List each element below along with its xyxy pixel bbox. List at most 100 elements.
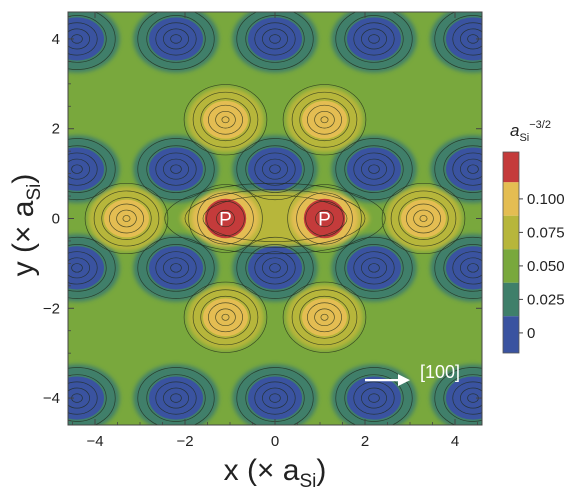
contour-line bbox=[368, 34, 380, 44]
contour-line bbox=[315, 209, 334, 228]
contour-line bbox=[413, 209, 434, 228]
blue-minimum bbox=[68, 246, 104, 290]
contour-line bbox=[68, 152, 98, 186]
contour-line bbox=[101, 197, 152, 240]
colorbar-band bbox=[503, 215, 519, 250]
x-tick-label: 0 bbox=[271, 433, 279, 450]
contour-line bbox=[269, 393, 281, 403]
contour-line bbox=[155, 152, 197, 186]
contour-line bbox=[146, 374, 206, 422]
contour-line bbox=[282, 84, 367, 156]
contour-line bbox=[170, 34, 182, 44]
blue-minimum bbox=[347, 376, 401, 420]
contour-line bbox=[254, 22, 296, 56]
direction-arrowhead bbox=[398, 374, 410, 387]
contour-line bbox=[170, 393, 182, 403]
contour-line bbox=[368, 393, 380, 403]
contour-line bbox=[163, 28, 189, 50]
contour-line bbox=[183, 281, 268, 353]
contour-line bbox=[299, 295, 350, 339]
colorbar-band bbox=[503, 282, 519, 317]
direction-label: [100] bbox=[420, 362, 460, 382]
blue-minimum bbox=[446, 147, 482, 191]
contour-line bbox=[344, 374, 404, 422]
colorbar-band bbox=[503, 316, 519, 353]
contour-line bbox=[184, 189, 366, 248]
colorbar-tick-label: 0 bbox=[527, 325, 535, 342]
contour-line bbox=[197, 192, 254, 245]
contour-line bbox=[353, 381, 395, 415]
contour-line bbox=[361, 387, 387, 409]
contour-line bbox=[320, 116, 329, 124]
contour-line bbox=[460, 257, 482, 279]
contour-line bbox=[109, 203, 144, 234]
blue-minimum bbox=[149, 246, 203, 290]
y-tick-label: 2 bbox=[52, 121, 60, 138]
contour-line bbox=[236, 138, 314, 201]
contour-line bbox=[305, 200, 344, 237]
contour-line bbox=[254, 152, 296, 186]
contour-line bbox=[353, 22, 395, 56]
contour-line bbox=[262, 158, 288, 180]
contour-line bbox=[353, 152, 395, 186]
contour-line bbox=[452, 251, 482, 285]
contour-line bbox=[460, 28, 482, 50]
contour-line bbox=[262, 257, 288, 279]
contour-line bbox=[245, 145, 305, 193]
donor-peak bbox=[204, 198, 247, 239]
contour-line bbox=[361, 158, 387, 180]
contour-line bbox=[335, 12, 413, 70]
contour-line bbox=[68, 381, 98, 415]
contour-line bbox=[93, 190, 160, 247]
blue-minimum bbox=[68, 147, 104, 191]
contour-line bbox=[307, 302, 342, 333]
contour-line bbox=[452, 381, 482, 415]
contour-line bbox=[254, 381, 296, 415]
contour-line bbox=[236, 12, 314, 70]
contour-line bbox=[307, 104, 342, 135]
contour-line bbox=[137, 236, 215, 299]
yellow-maximum bbox=[401, 199, 446, 238]
yellow-maximum bbox=[302, 100, 347, 139]
colorbar-band bbox=[503, 249, 519, 283]
contour-line bbox=[443, 374, 482, 422]
contour-line bbox=[116, 209, 137, 228]
contour-line bbox=[206, 200, 245, 237]
contour-line bbox=[68, 236, 116, 299]
contour-line bbox=[221, 116, 230, 124]
blue-minimum bbox=[446, 246, 482, 290]
contour-line bbox=[68, 138, 116, 201]
blue-minimum bbox=[446, 376, 482, 420]
blue-minimum bbox=[68, 17, 104, 61]
contour-line bbox=[68, 22, 98, 56]
contour-line bbox=[221, 313, 230, 321]
colorbar-tick-label: 0.050 bbox=[527, 258, 565, 275]
contour-line bbox=[335, 138, 413, 201]
contour-line bbox=[68, 374, 107, 422]
contour-line bbox=[192, 91, 259, 148]
yellow-maximum bbox=[302, 298, 347, 337]
contour-line bbox=[344, 15, 404, 63]
contour-line bbox=[269, 164, 281, 174]
colorbar-bands: 0 0.025 0.050 0.075 0.100 bbox=[502, 151, 565, 354]
blue-minimum bbox=[149, 147, 203, 191]
contour-line bbox=[122, 215, 131, 222]
contour-line bbox=[291, 289, 358, 346]
contour-line bbox=[155, 22, 197, 56]
contour-line bbox=[137, 12, 215, 70]
contour-line bbox=[282, 281, 367, 353]
contour-line bbox=[460, 158, 482, 180]
contour-line bbox=[215, 110, 236, 129]
contour-line bbox=[164, 182, 386, 255]
contour-line bbox=[314, 110, 335, 129]
colorbar-tick-label: 0.025 bbox=[527, 291, 565, 308]
donor-label: P bbox=[318, 210, 331, 231]
donor-label: P bbox=[219, 210, 232, 231]
contour-line bbox=[200, 98, 251, 142]
contour-line bbox=[155, 381, 197, 415]
blue-minimum bbox=[68, 376, 104, 420]
contour-line bbox=[434, 12, 482, 70]
contour-line bbox=[467, 263, 479, 273]
